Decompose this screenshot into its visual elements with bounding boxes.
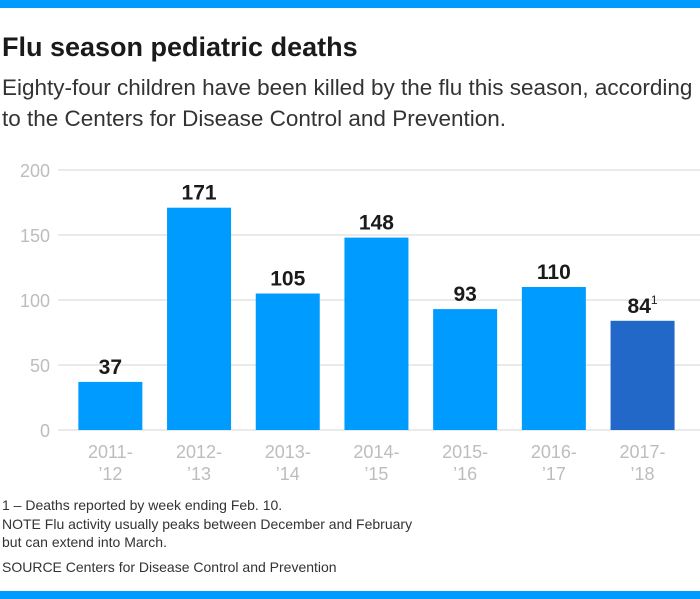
source-line: SOURCE Centers for Disease Control and P… [2,558,337,575]
x-tick-label-line2: ’14 [276,464,300,484]
y-tick-label: 150 [20,226,50,246]
note-line-1: NOTE Flu activity usually peaks between … [2,515,413,532]
bar-6 [610,320,675,430]
data-label: 841 [628,293,658,318]
x-tick-label-line1: 2013- [265,442,311,462]
data-label: 110 [537,261,571,284]
x-tick-label-line1: 2016- [531,442,577,462]
y-tick-label: 0 [40,421,50,441]
bar-1 [167,207,232,430]
data-label: 105 [270,268,305,291]
data-label: 171 [182,182,217,205]
note-line-2: but can extend into March. [2,534,167,550]
chart-title: Flu season pediatric deaths [2,32,358,62]
x-tick-label-line2: ’15 [364,464,388,484]
data-label: 37 [99,356,122,379]
y-tick-label: 100 [20,291,50,311]
data-label-superscript: 1 [651,293,658,307]
x-tick-label-line2: ’16 [453,464,477,484]
x-tick-label-line1: 2012- [176,442,222,462]
data-label: 148 [359,212,394,235]
data-label: 93 [453,283,476,306]
chart-subtitle: Eighty-four children have been killed by… [2,75,693,131]
x-tick-label-line1: 2011- [88,442,133,462]
chart-notes: 1 – Deaths reported by week ending Feb. … [2,496,692,576]
bar-0 [78,381,143,430]
bar-2 [255,293,320,430]
x-tick-label-line1: 2014- [353,442,399,462]
bottom-rule [0,591,700,599]
x-tick-label-line2: ’13 [187,464,211,484]
x-tick-label-line2: ’12 [98,464,122,484]
bar-4 [433,309,498,430]
x-tick-label-line1: 2015- [442,442,488,462]
x-tick-label-line2: ’17 [542,464,566,484]
x-tick-label-line2: ’18 [631,464,655,484]
y-tick-label: 200 [20,161,50,181]
bar-5 [521,287,586,430]
y-tick-label: 50 [30,356,50,376]
bar-3 [344,237,409,430]
top-rule [0,0,700,8]
footnote: 1 – Deaths reported by week ending Feb. … [2,497,283,513]
x-tick-label-line1: 2017- [620,442,666,462]
